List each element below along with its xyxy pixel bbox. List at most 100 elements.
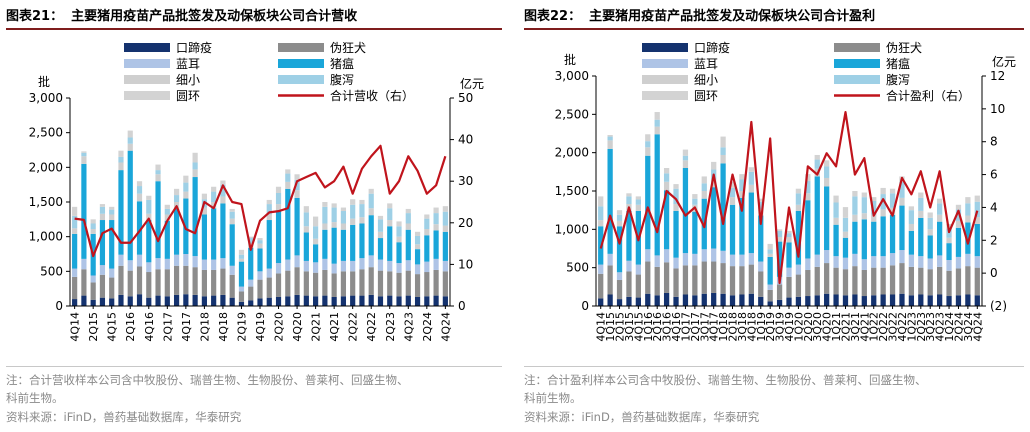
x-tick-label: 4Q22 — [896, 312, 909, 342]
bar-伪狂犬-4Q17 — [183, 265, 189, 295]
right-tick-label: 50 — [458, 91, 473, 105]
legend-label-伪狂犬: 伪狂犬 — [886, 41, 922, 55]
bar-细小-3Q16 — [136, 193, 143, 202]
bar-猪瘟-4Q16 — [673, 210, 679, 258]
bar-猪瘟-2Q24 — [955, 227, 962, 257]
bar-圆环-4Q23 — [405, 208, 411, 214]
right-tick-label: 12 — [990, 69, 1005, 83]
bar-猪瘟-1Q18 — [192, 177, 198, 257]
bar-细小-2Q23 — [387, 220, 393, 227]
bar-细小-4Q18 — [220, 196, 226, 204]
bar-口蹄疫-4Q23 — [937, 294, 943, 306]
bar-蓝耳-4Q17 — [711, 248, 717, 262]
bar-腹泻-2Q17 — [164, 208, 170, 215]
bar-蓝耳-1Q23 — [908, 254, 915, 267]
x-tick-label: 4Q23 — [934, 312, 947, 342]
bar-圆环-1Q23 — [377, 215, 384, 220]
bar-伪狂犬-4Q23 — [405, 270, 411, 296]
x-tick-label: 2Q17 — [161, 312, 174, 342]
bar-伪狂犬-3Q18 — [211, 269, 217, 296]
bar-伪狂犬-2Q15 — [616, 279, 623, 300]
bar-细小-2Q21 — [842, 231, 849, 238]
legend-swatch-伪狂犬 — [278, 43, 324, 52]
bar-猪瘟-4Q20 — [294, 197, 300, 256]
bar-细小-4Q17 — [711, 179, 717, 188]
bar-细小-3Q21 — [852, 214, 858, 222]
x-tick-label: 2Q18 — [727, 312, 740, 342]
bar-口蹄疫-1Q20 — [266, 297, 272, 306]
bar-猪瘟-3Q15 — [626, 210, 632, 261]
bar-猪瘟-1Q22 — [340, 229, 347, 261]
bar-口蹄疫-3Q18 — [739, 294, 745, 306]
x-tick-label: 2Q16 — [124, 312, 137, 342]
bar-腹泻-4Q24 — [974, 201, 980, 218]
bar-细小-1Q17 — [682, 160, 689, 168]
bar-口蹄疫-1Q21 — [303, 295, 309, 306]
bar-圆环-3Q23 — [927, 212, 933, 218]
bar-猪瘟-4Q14 — [72, 233, 78, 269]
bar-伪狂犬-1Q21 — [303, 271, 309, 296]
x-tick-label: 4Q24 — [971, 312, 984, 342]
bar-圆环-4Q21 — [861, 192, 867, 198]
bar-细小-4Q14 — [72, 228, 78, 234]
bar-伪狂犬-2Q16 — [127, 270, 133, 297]
bar-圆环-4Q16 — [673, 184, 679, 189]
legend-swatch-圆环 — [642, 91, 688, 100]
bar-蓝耳-1Q19 — [758, 261, 764, 272]
left-tick-label: 500 — [40, 264, 63, 278]
bar-细小-4Q19 — [786, 237, 792, 243]
bar-伪狂犬-2Q23 — [918, 267, 924, 295]
bar-蓝耳-2Q24 — [955, 256, 962, 269]
bar-圆环-4Q14 — [598, 196, 604, 207]
left-tick-label: 2,500 — [29, 126, 63, 140]
bar-猪瘟-4Q18 — [748, 192, 754, 254]
bar-口蹄疫-1Q23 — [908, 295, 915, 306]
bar-细小-4Q16 — [146, 213, 152, 221]
x-tick-label: 1Q22 — [868, 312, 881, 342]
bar-细小-3Q22 — [359, 217, 365, 224]
bar-猪瘟-3Q18 — [739, 197, 745, 255]
bar-圆环-3Q24 — [965, 197, 971, 204]
bar-圆环-2Q19 — [767, 243, 773, 250]
bar-口蹄疫-3Q16 — [663, 292, 670, 306]
bar-猪瘟-1Q21 — [303, 232, 309, 261]
bar-蓝耳-2Q17 — [692, 253, 698, 266]
bar-猪瘟-3Q18 — [211, 208, 217, 260]
title-rule — [524, 28, 1024, 30]
x-tick-label: 2Q21 — [310, 312, 323, 342]
x-tick-label: 2Q20 — [273, 312, 286, 342]
bar-圆环-3Q22 — [889, 188, 896, 194]
bar-猪瘟-3Q22 — [889, 214, 896, 254]
bar-口蹄疫-1Q22 — [871, 295, 877, 306]
figure-label: 图表21： — [6, 9, 64, 24]
bar-伪狂犬-1Q23 — [908, 266, 915, 296]
bar-口蹄疫-2Q19 — [767, 301, 773, 306]
bar-腹泻-1Q17 — [155, 170, 161, 175]
bar-口蹄疫-3Q23 — [396, 296, 402, 306]
bar-蓝耳-3Q18 — [211, 259, 217, 270]
bar-细小-2Q22 — [350, 218, 356, 225]
bar-腹泻-3Q16 — [136, 186, 143, 194]
legend-swatch-蓝耳 — [642, 59, 688, 68]
bar-伪狂犬-2Q16 — [654, 266, 660, 296]
bar-口蹄疫-3Q23 — [927, 295, 933, 306]
bar-腹泻-4Q16 — [673, 188, 679, 205]
bar-口蹄疫-3Q17 — [173, 294, 180, 306]
bar-蓝耳-1Q22 — [871, 256, 877, 268]
bar-腹泻-4Q21 — [331, 207, 337, 223]
bar-猪瘟-3Q23 — [927, 235, 933, 259]
bar-伪狂犬-4Q18 — [220, 268, 226, 295]
bar-伪狂犬-3Q23 — [396, 272, 402, 297]
bar-伪狂犬-4Q15 — [109, 277, 115, 299]
bar-圆环-4Q20 — [294, 174, 300, 180]
chart-panel-profit: 图表22： 主要猪用疫苗产品批签发及动保板块公司合计盈利 0 500 1,000 1,5… — [524, 0, 1030, 432]
bar-口蹄疫-2Q20 — [805, 296, 811, 306]
bar-细小-3Q19 — [776, 237, 783, 242]
bar-细小-2Q20 — [275, 204, 282, 211]
bar-腹泻-4Q22 — [368, 193, 374, 209]
bar-蓝耳-1Q16 — [645, 249, 651, 262]
bar-口蹄疫-1Q15 — [607, 294, 613, 306]
bar-猪瘟-3Q19 — [248, 247, 254, 280]
bar-伪狂犬-3Q24 — [965, 266, 971, 295]
bar-伪狂犬-2Q22 — [880, 267, 886, 295]
